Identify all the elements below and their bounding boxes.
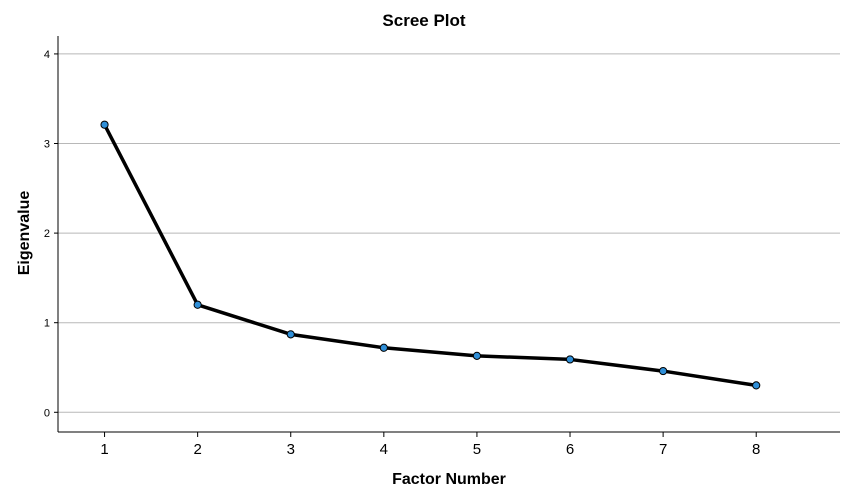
y-tick-label-2: 2 [44,228,50,240]
data-point-factor-7 [659,366,668,376]
data-point-factor-4 [379,343,388,352]
x-tick-label-4: 4 [380,441,388,458]
data-point-factor-6 [565,355,575,364]
data-point-factor-5 [472,351,482,360]
eigenvalue-series-points [100,120,761,390]
chart-title: Scree Plot [382,11,465,30]
data-point-factor-1 [100,120,109,129]
x-tick-label-1: 1 [100,441,108,458]
x-tick-label-8: 8 [752,441,760,458]
x-tick-label-3: 3 [287,441,295,458]
y-axis-label: Eigenvalue [16,191,33,276]
y-tick-label-1: 1 [44,318,50,330]
y-tick-label-3: 3 [44,139,50,151]
x-tick-labels: 1 2 3 4 5 6 7 8 [100,432,760,458]
data-point-factor-8 [752,381,761,390]
x-axis-label: Factor Number [392,471,506,488]
data-point-factor-2 [193,300,202,309]
y-tick-label-0: 0 [44,407,50,419]
data-point-factor-3 [286,330,295,339]
x-tick-label-7: 7 [659,441,667,458]
y-tick-labels: 0 1 2 3 4 [44,49,58,419]
x-tick-label-6: 6 [566,441,574,458]
y-tick-label-4: 4 [44,49,50,61]
x-tick-label-2: 2 [193,441,201,458]
x-tick-label-5: 5 [473,441,481,458]
eigenvalue-series-line [102,123,757,388]
grid-lines [58,53,840,413]
